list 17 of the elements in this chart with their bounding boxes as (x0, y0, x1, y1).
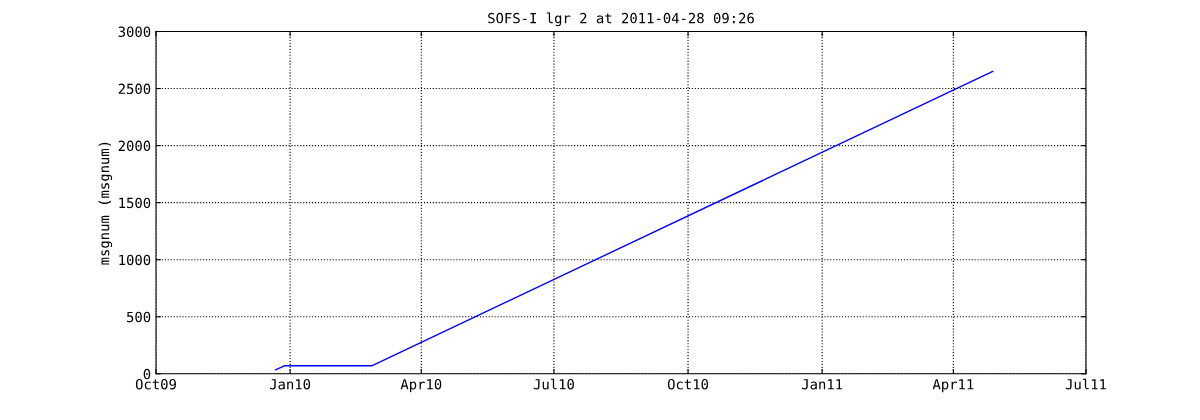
x-tick-label: Oct09 (135, 378, 176, 390)
x-tick-label: Jul11 (1065, 378, 1106, 390)
x-tick-label: Jan10 (269, 378, 311, 390)
y-tick-label: 1000 (119, 254, 151, 266)
x-tick-label: Jan11 (802, 379, 843, 390)
y-tick-label: 2500 (118, 83, 151, 95)
y-tick-label: 1500 (119, 197, 151, 209)
y-tick-label: 2000 (118, 140, 151, 152)
y-tick-label: 3000 (118, 26, 151, 38)
x-tick-label: Apr10 (400, 378, 442, 393)
x-tick-label: Apr11 (932, 379, 974, 393)
y-tick-label: 500 (127, 311, 151, 323)
x-tick-label: Oct10 (667, 378, 709, 390)
chart-title: SOFS-I lgr 2 at 2011-04-28 09:26 (488, 12, 754, 27)
y-axis-title: msgnum (msgnum) (98, 142, 113, 265)
x-tick-label: Jul10 (533, 378, 574, 390)
y-tick-label: 0 (143, 368, 151, 380)
